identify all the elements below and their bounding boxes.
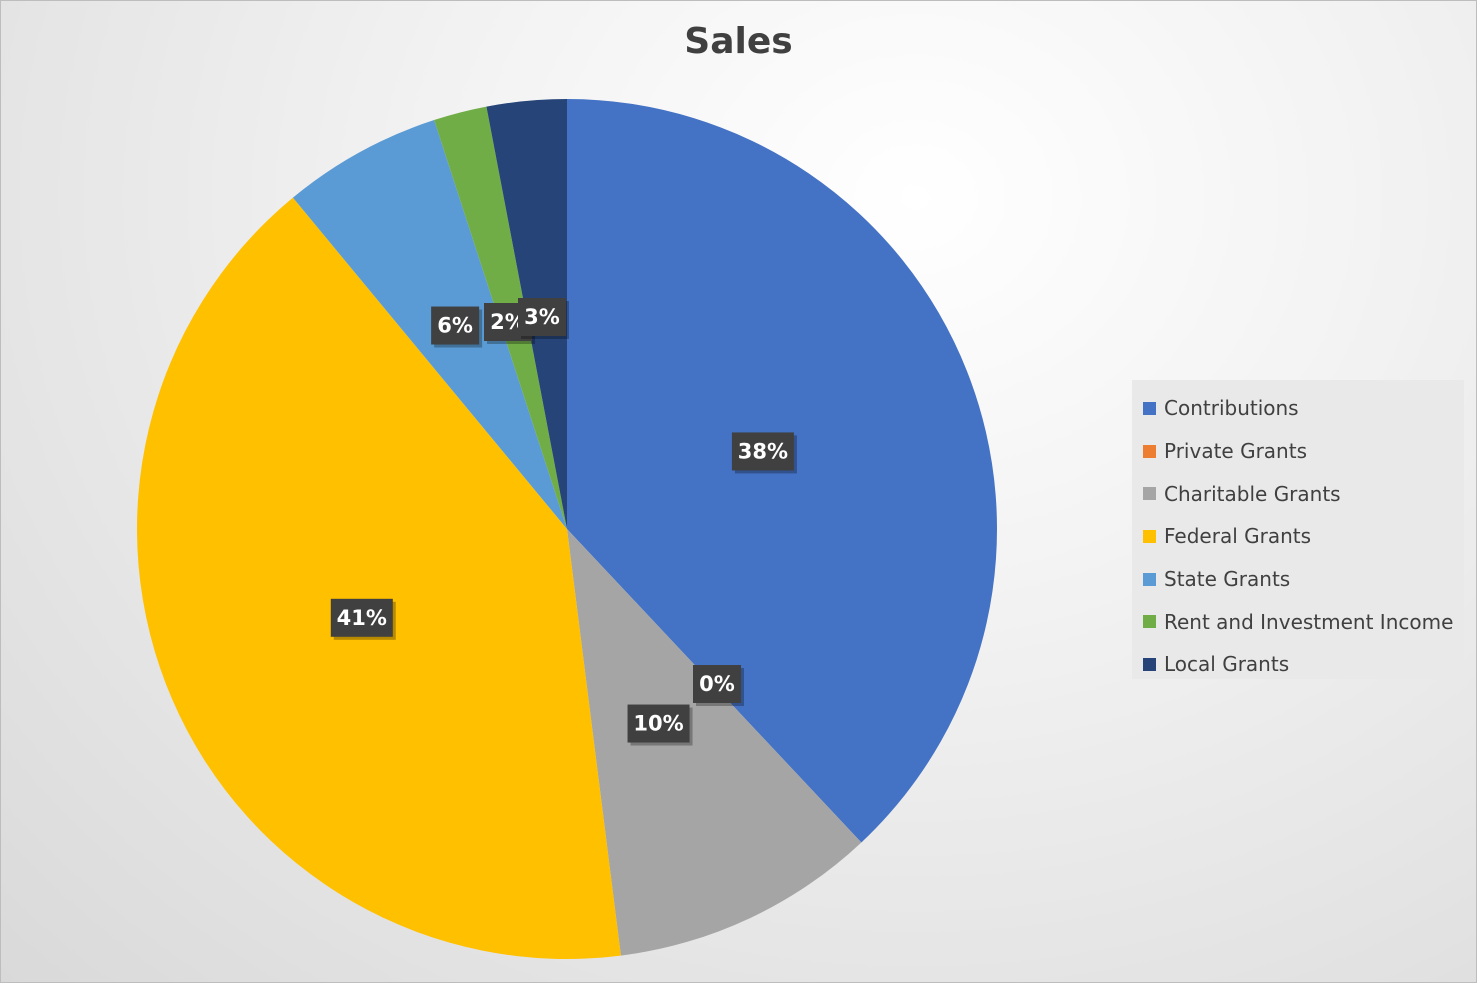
- legend-item-local-grants[interactable]: Local Grants: [1143, 643, 1464, 686]
- data-label-text: 10%: [633, 712, 683, 736]
- legend-item-contributions[interactable]: Contributions: [1143, 387, 1464, 430]
- data-label-text: 6%: [437, 314, 473, 338]
- data-label-state-grants: 6%: [431, 306, 483, 348]
- legend-swatch: [1143, 572, 1156, 586]
- data-label-federal-grants: 41%: [330, 598, 396, 640]
- legend[interactable]: Contributions Private Grants Charitable Gr…: [1132, 380, 1464, 679]
- legend-item-state-grants[interactable]: State Grants: [1143, 558, 1464, 601]
- legend-label: Charitable Grants: [1164, 481, 1341, 506]
- data-label-text: 38%: [738, 439, 788, 463]
- legend-label: Private Grants: [1164, 439, 1307, 464]
- legend-item-federal-grants[interactable]: Federal Grants: [1143, 515, 1464, 558]
- legend-swatch: [1143, 657, 1156, 671]
- legend-label: State Grants: [1164, 567, 1291, 592]
- legend-swatch: [1143, 401, 1156, 415]
- data-label-contributions: 38%: [731, 432, 797, 474]
- data-label-text: 41%: [337, 606, 387, 630]
- data-label-text: 3%: [524, 305, 560, 329]
- pie-slice-state-grants[interactable]: [292, 120, 567, 529]
- data-label-local-grants: 3%: [518, 298, 569, 339]
- legend-label: Rent and Investment Income: [1164, 609, 1454, 634]
- legend-swatch: [1143, 487, 1156, 501]
- legend-swatch: [1143, 529, 1156, 543]
- legend-label: Contributions: [1164, 396, 1299, 421]
- data-label-text: 0%: [699, 672, 735, 696]
- data-label-charitable-grants: 10%: [627, 704, 693, 746]
- pie-slice-charitable-grants[interactable]: [567, 529, 862, 956]
- pie-slice-federal-grants[interactable]: [137, 197, 621, 959]
- legend-swatch: [1143, 444, 1156, 458]
- pie-slice-contributions[interactable]: [567, 99, 997, 843]
- legend-swatch: [1143, 615, 1156, 629]
- chart-title: Sales: [684, 21, 793, 62]
- legend-item-rent-and-investment-income[interactable]: Rent and Investment Income: [1143, 600, 1464, 643]
- data-label-private-grants: 0%: [693, 665, 744, 706]
- legend-label: Federal Grants: [1164, 524, 1312, 549]
- legend-item-private-grants[interactable]: Private Grants: [1143, 430, 1464, 473]
- legend-label: Local Grants: [1164, 652, 1290, 677]
- legend-item-charitable-grants[interactable]: Charitable Grants: [1143, 472, 1464, 515]
